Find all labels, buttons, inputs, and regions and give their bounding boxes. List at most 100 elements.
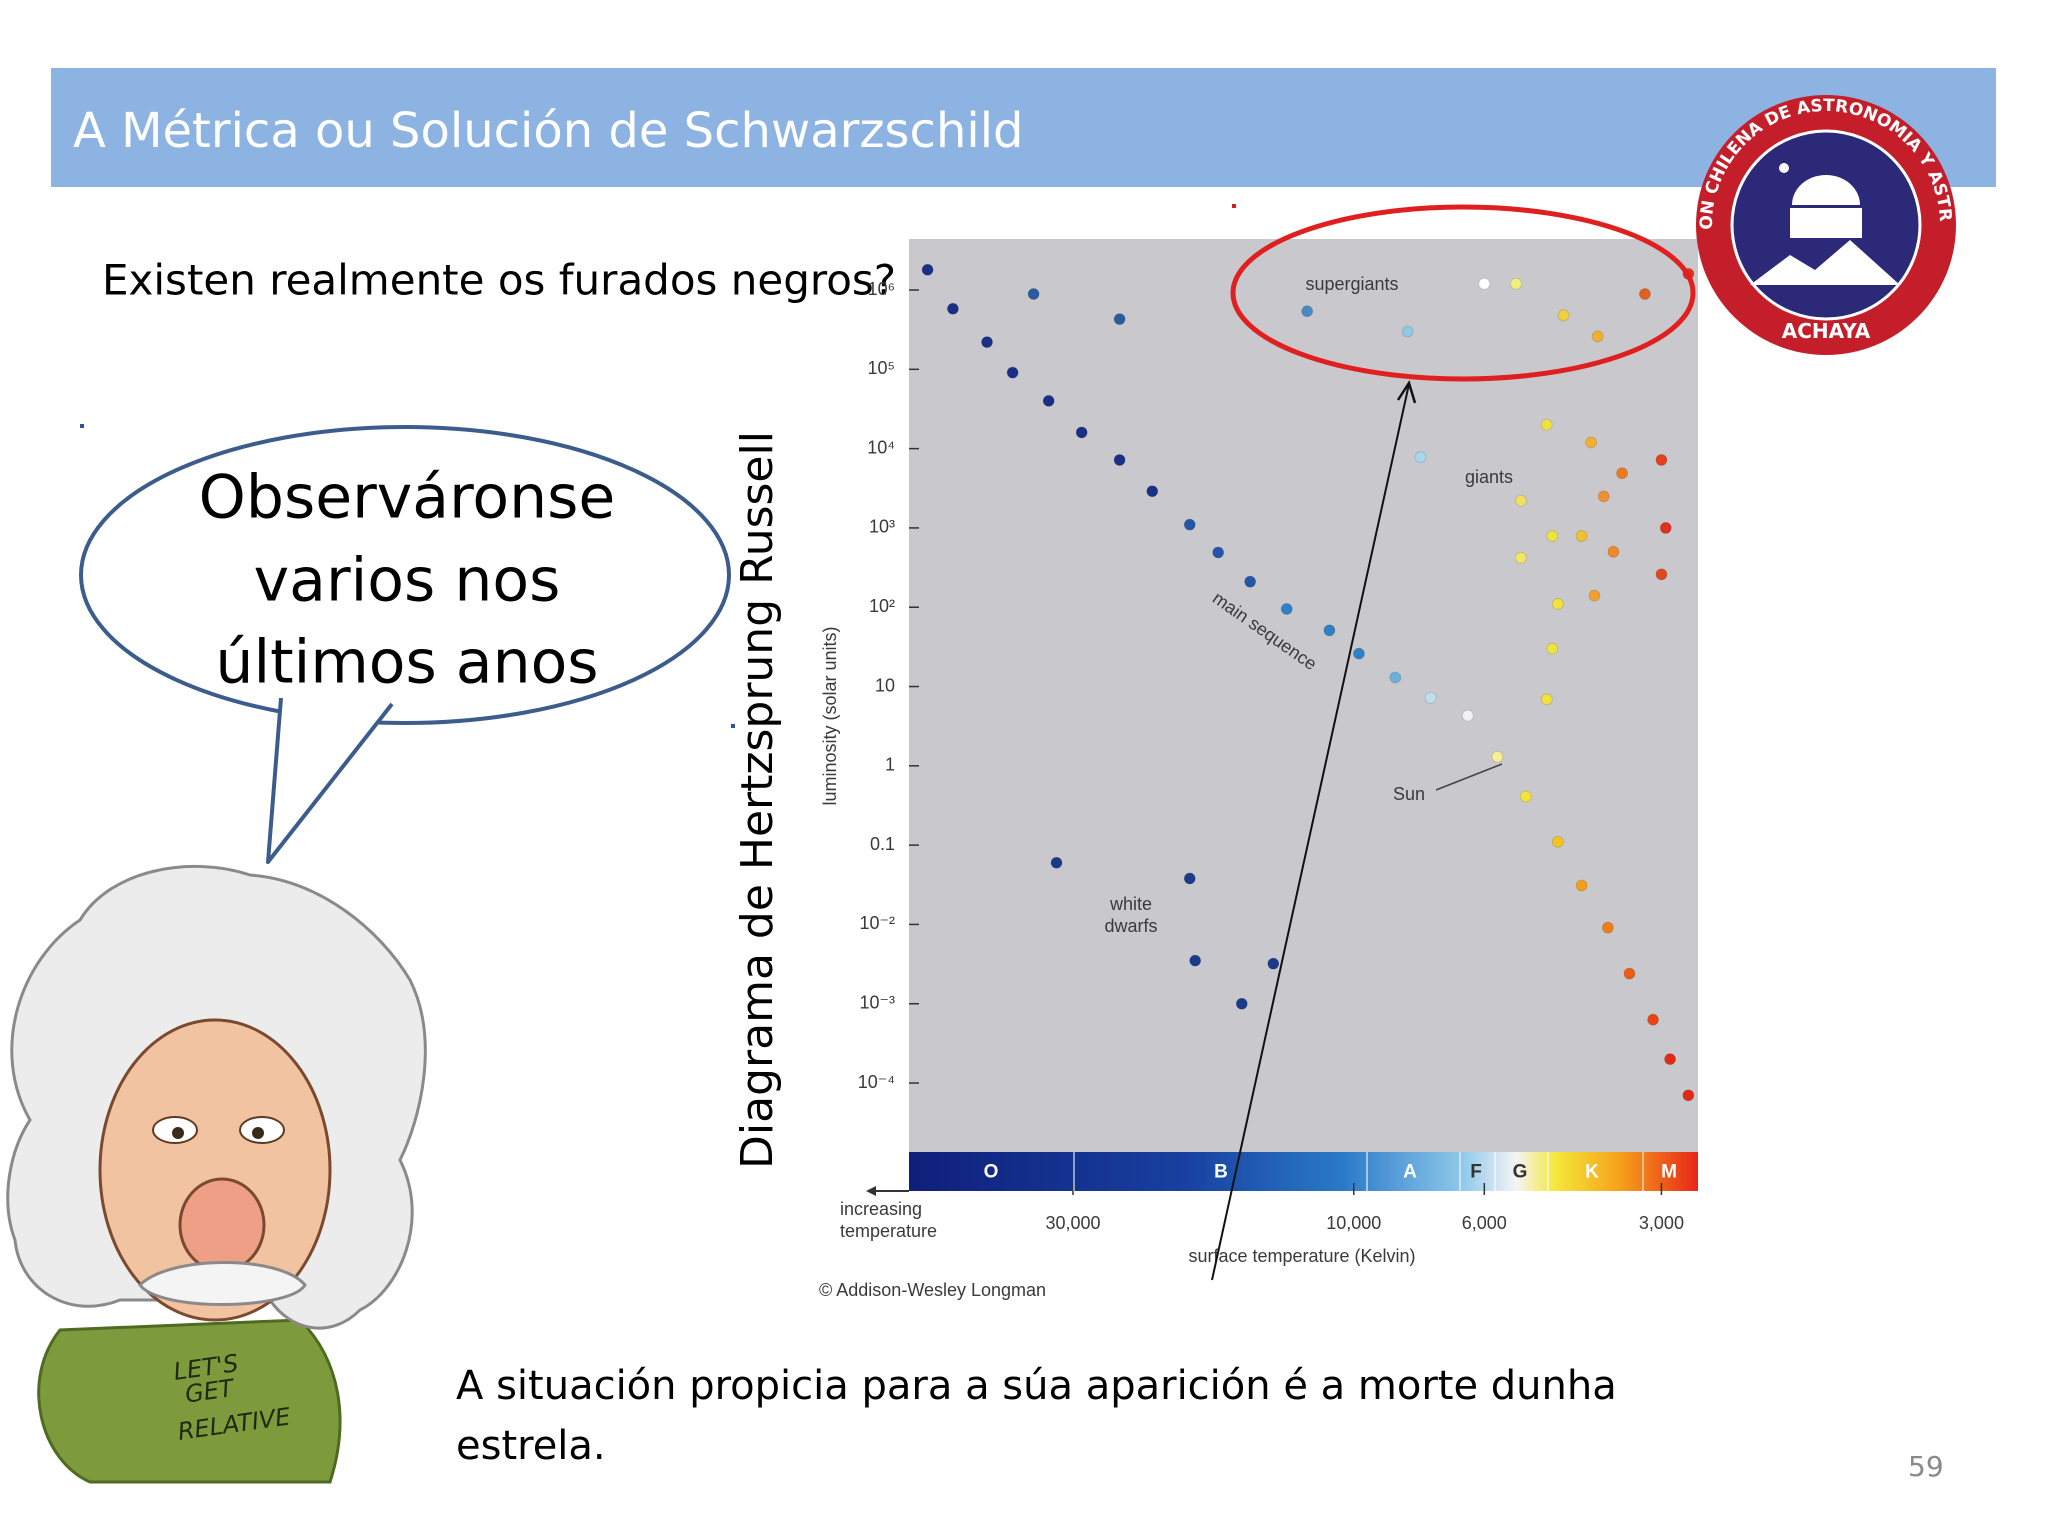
pupil <box>252 1127 264 1139</box>
star <box>1514 551 1527 564</box>
annotation-box: white dwarfs <box>1104 894 1158 936</box>
spectral-class: A <box>1403 1162 1417 1183</box>
annotation: supergiants <box>1305 274 1398 294</box>
x-tick-label: 3,000 <box>1639 1213 1684 1233</box>
star <box>1551 835 1564 848</box>
credit: © Addison-Wesley Longman <box>819 1280 1046 1300</box>
star <box>1042 394 1055 407</box>
star <box>1280 603 1293 615</box>
star <box>1779 163 1789 173</box>
y-tick-label: 10² <box>869 596 895 616</box>
star <box>1575 530 1588 542</box>
question: Existen realmente os furados negros? <box>102 256 896 305</box>
spectral-class: M <box>1661 1162 1677 1183</box>
y-tick-label: 10⁶ <box>868 279 895 299</box>
star <box>1623 967 1636 980</box>
star <box>1588 589 1601 602</box>
annotation: Sun <box>1393 784 1425 804</box>
star <box>1323 624 1336 637</box>
star <box>1647 1013 1659 1026</box>
star <box>1546 642 1559 655</box>
star <box>1414 451 1427 464</box>
star <box>1540 418 1553 431</box>
star <box>1557 309 1570 322</box>
star <box>1235 997 1248 1010</box>
nose <box>178 1177 266 1273</box>
star <box>1591 330 1604 343</box>
star <box>1616 467 1628 480</box>
hr-diagram: luminosity (solar units) surface tempera… <box>819 239 1698 1300</box>
y-tick-label: 10⁴ <box>867 437 895 457</box>
footer-text: A situación propicia para a súa aparició… <box>456 1363 1617 1469</box>
highlight-ellipse <box>1230 204 1696 382</box>
star <box>921 263 934 276</box>
bubble-line: Observáronse <box>199 463 616 533</box>
pointer-arrow <box>1211 383 1410 1281</box>
star <box>1607 545 1620 558</box>
star <box>1510 277 1522 290</box>
bubble-line: varios nos <box>254 546 561 616</box>
x-note-box: increasing temperature <box>840 1199 938 1241</box>
star <box>1519 790 1532 803</box>
star <box>1514 494 1527 507</box>
x-note: increasing temperature <box>840 1199 938 1241</box>
y-tick-label: 10⁻³ <box>859 992 895 1012</box>
footer-box: A situación propicia para a súa aparició… <box>456 1363 1617 1469</box>
star <box>1183 872 1196 885</box>
x-axis-label: surface temperature (Kelvin) <box>1188 1246 1415 1266</box>
shirt <box>37 1318 342 1484</box>
y-tick-label: 10³ <box>869 517 895 537</box>
x-tick-label: 30,000 <box>1045 1213 1100 1233</box>
y-tick-label: 1 <box>885 755 895 775</box>
star <box>1655 454 1668 466</box>
speech-bubble <box>79 425 731 725</box>
sun-pointer <box>1435 763 1503 791</box>
dot <box>1232 204 1236 208</box>
annotation: white dwarfs <box>1104 894 1158 936</box>
star <box>1113 454 1126 466</box>
spectral-class: B <box>1214 1162 1228 1183</box>
star <box>1301 305 1314 318</box>
spectral-class: F <box>1470 1162 1482 1183</box>
page-number: 59 <box>1908 1450 1944 1483</box>
star <box>1424 691 1437 704</box>
y-tick-label: 0.1 <box>870 834 895 854</box>
star <box>1601 921 1614 934</box>
star <box>1491 750 1504 763</box>
star <box>1546 530 1559 542</box>
star <box>1659 522 1672 534</box>
observatory-dome <box>1792 175 1860 205</box>
star <box>1585 436 1598 449</box>
mountains <box>1750 240 1900 285</box>
star <box>1655 568 1668 581</box>
slide-title: A Métrica ou Solución de Schwarzschild <box>73 103 1024 159</box>
annotation: giants <box>1465 467 1513 487</box>
y-tick-label: 10 <box>875 675 895 695</box>
y-axis-label: luminosity (solar units) <box>820 626 840 805</box>
star <box>1027 288 1040 300</box>
star <box>1267 957 1280 970</box>
star <box>1183 518 1196 531</box>
title-bar <box>51 68 1996 187</box>
star <box>1389 671 1402 684</box>
star <box>947 302 959 315</box>
star <box>1478 277 1491 290</box>
dot <box>80 424 84 428</box>
star <box>981 336 993 349</box>
logo-bottom-text: ACHAYA <box>1782 319 1871 343</box>
star <box>1401 325 1414 338</box>
star <box>1664 1053 1676 1066</box>
star <box>1006 366 1019 379</box>
star <box>1075 426 1088 439</box>
arrow-head <box>866 1186 876 1196</box>
star <box>1189 954 1202 967</box>
star <box>1113 313 1126 325</box>
star <box>1639 288 1651 300</box>
star <box>1597 490 1610 503</box>
observatory <box>1790 208 1862 238</box>
pointer-arrow-head <box>1396 380 1417 404</box>
x-tick-label: 6,000 <box>1462 1213 1507 1233</box>
bubble-line: últimos anos <box>215 628 598 698</box>
